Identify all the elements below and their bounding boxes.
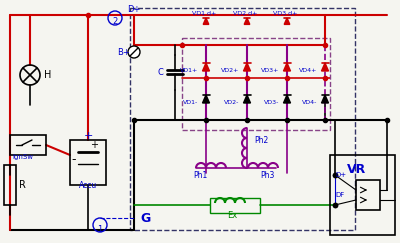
Text: B+: B+: [117, 47, 130, 57]
Text: 1: 1: [97, 225, 103, 234]
Text: VD2-: VD2-: [224, 99, 239, 104]
Polygon shape: [244, 63, 250, 71]
Polygon shape: [244, 18, 250, 24]
Text: Ph1: Ph1: [193, 171, 207, 180]
Text: +: +: [83, 131, 93, 141]
Text: VD1+: VD1+: [180, 68, 198, 72]
Text: VD3+: VD3+: [261, 68, 279, 72]
Text: Ph2: Ph2: [254, 136, 268, 145]
Text: 2: 2: [112, 17, 118, 26]
Text: VD3-: VD3-: [264, 99, 279, 104]
Text: D+: D+: [335, 172, 346, 178]
Polygon shape: [203, 18, 209, 24]
Text: R: R: [19, 180, 26, 190]
Text: VD2+: VD2+: [221, 68, 239, 72]
Text: G: G: [140, 212, 150, 225]
Text: VD1-: VD1-: [183, 99, 198, 104]
Polygon shape: [284, 95, 290, 103]
Text: +: +: [90, 140, 98, 150]
Polygon shape: [322, 63, 328, 71]
Text: H: H: [44, 70, 51, 80]
Polygon shape: [244, 95, 250, 103]
Polygon shape: [284, 18, 290, 24]
Text: D+: D+: [127, 5, 140, 14]
Text: -: -: [72, 153, 76, 166]
Text: Accu: Accu: [79, 181, 97, 190]
Text: VD4-: VD4-: [302, 99, 317, 104]
Text: VD2 d+: VD2 d+: [233, 11, 257, 16]
Text: VD3 d+: VD3 d+: [273, 11, 297, 16]
Polygon shape: [202, 63, 210, 71]
Polygon shape: [284, 63, 290, 71]
Text: Ph3: Ph3: [260, 171, 274, 180]
Text: Ex: Ex: [227, 211, 237, 220]
Text: C: C: [157, 68, 163, 77]
Polygon shape: [322, 95, 328, 103]
Text: VD1 d+: VD1 d+: [192, 11, 216, 16]
Text: VD4+: VD4+: [299, 68, 317, 72]
Circle shape: [128, 46, 140, 58]
Polygon shape: [202, 95, 210, 103]
Text: VR: VR: [347, 163, 367, 176]
Text: IgnSw: IgnSw: [12, 154, 34, 160]
Text: DF: DF: [335, 192, 344, 198]
